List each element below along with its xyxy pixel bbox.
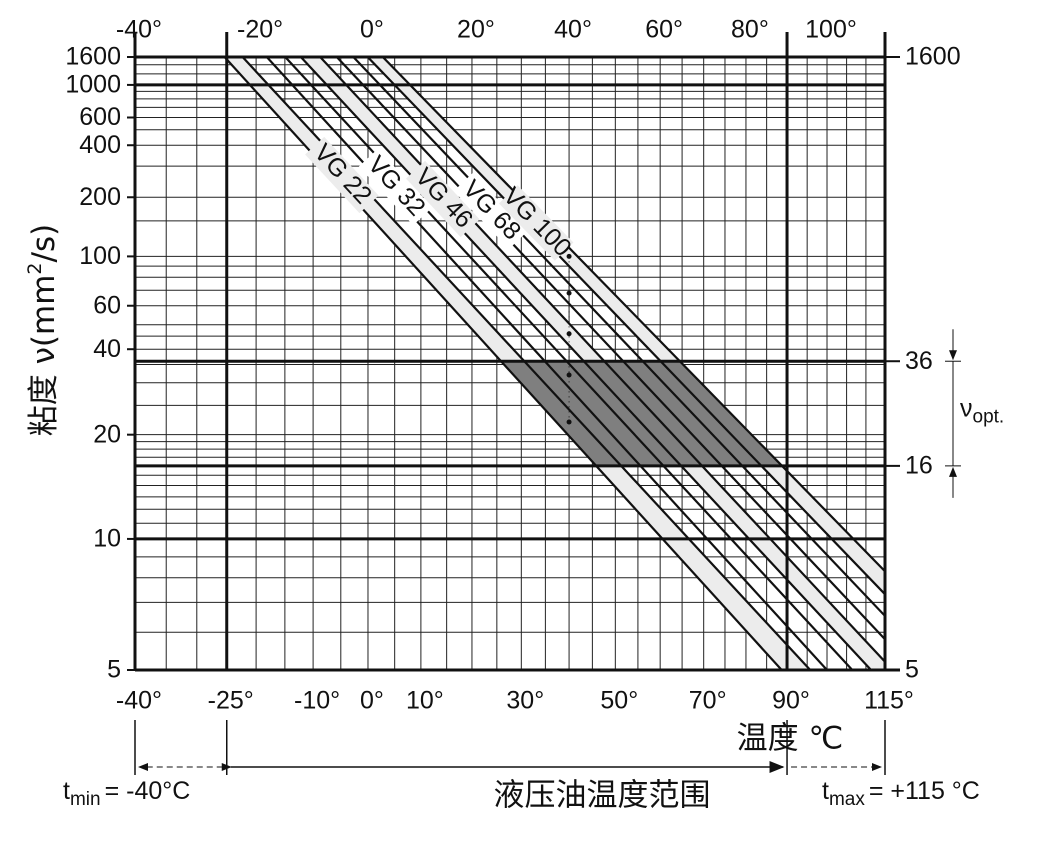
grade-line [283, 57, 854, 670]
grade-line [335, 57, 885, 641]
label-bg [453, 173, 528, 249]
x-tick-label: -10° [294, 687, 340, 715]
vopt-label: νopt. [960, 394, 1004, 427]
limit-value: = -40°C [105, 777, 191, 805]
nominal-dot [566, 331, 572, 337]
grade-line [366, 57, 885, 596]
grade-line [299, 57, 873, 670]
grade-line [351, 57, 885, 618]
y-axis-label-text: 粘度 ν(mm [26, 275, 62, 437]
x-tick-label: 50° [600, 687, 638, 715]
y-tick-label: 100 [79, 242, 121, 270]
grade-line [318, 57, 885, 664]
y-tick-label: 600 [79, 103, 121, 131]
x-top-tick-label: -20° [237, 16, 283, 44]
y2-tick-label: 16 [905, 451, 933, 479]
grade-line [381, 57, 885, 573]
nominal-dot [566, 372, 572, 378]
x-top-tick-label: 40° [554, 16, 592, 44]
limit-value: = +115 °C [869, 777, 980, 805]
y-tick-label: 400 [79, 131, 121, 159]
y-tick-label: 60 [93, 291, 121, 319]
y2-tick-label: 36 [905, 347, 933, 375]
nominal-dot [566, 290, 572, 296]
x-tick-label: 115° [864, 687, 914, 715]
x-tick-label: 10° [406, 687, 444, 715]
y-tick-label: 40 [93, 335, 121, 363]
range-label: 液压油温度范围 [494, 778, 711, 814]
limit-subscript: max [829, 789, 865, 810]
label-bg [406, 160, 480, 238]
y-tick-label: 20 [93, 420, 121, 448]
x-tick-label: 0° [360, 687, 384, 715]
y-axis-label: 粘度 ν(mm2/s) [24, 224, 62, 436]
y-axis-label-sup: 2 [24, 262, 46, 274]
x-tick-label: 30° [506, 687, 544, 715]
x-top-tick-label: -40° [116, 16, 162, 44]
x-tick-label: -40° [116, 687, 162, 715]
label-bg [305, 136, 379, 214]
x-tick-label: -25° [208, 687, 254, 715]
label-bg [358, 148, 433, 226]
y-tick-label: 1000 [65, 71, 121, 99]
bands [224, 57, 885, 670]
grade-line [241, 57, 812, 670]
vopt-subscript: opt. [973, 407, 1005, 428]
x-axis-label: 温度 ℃ [737, 721, 844, 757]
x-top-tick-label: 100° [805, 16, 857, 44]
y-tick-label: 10 [93, 525, 121, 553]
y-tick-label: 200 [79, 183, 121, 211]
y2-tick-label: 1600 [905, 43, 961, 71]
x-top-tick-label: 60° [645, 16, 683, 44]
x-tick-label: 70° [689, 687, 727, 715]
label-bg [498, 185, 574, 261]
x-top-tick-label: 20° [457, 16, 495, 44]
vopt-symbol: ν [960, 394, 973, 422]
grade-line [223, 57, 784, 670]
lines [223, 57, 885, 670]
optimum-region [501, 361, 783, 466]
x-top-tick-label: 0° [360, 16, 384, 44]
y-tick-label: 1600 [65, 43, 121, 71]
grade-line [265, 57, 829, 670]
limit-label: tmax = +115 °C [822, 777, 980, 810]
limit-label: tmin = -40°C [63, 777, 190, 810]
limit-symbol: t [63, 777, 70, 805]
x-tick-label: 90° [772, 687, 810, 715]
limit-subscript: min [70, 789, 101, 810]
y2-tick-label: 5 [905, 656, 919, 684]
y-tick-label: 5 [107, 656, 121, 684]
y-axis-label-tail: /s) [26, 224, 62, 263]
limit-symbol: t [822, 777, 829, 805]
x-top-tick-label: 80° [731, 16, 769, 44]
